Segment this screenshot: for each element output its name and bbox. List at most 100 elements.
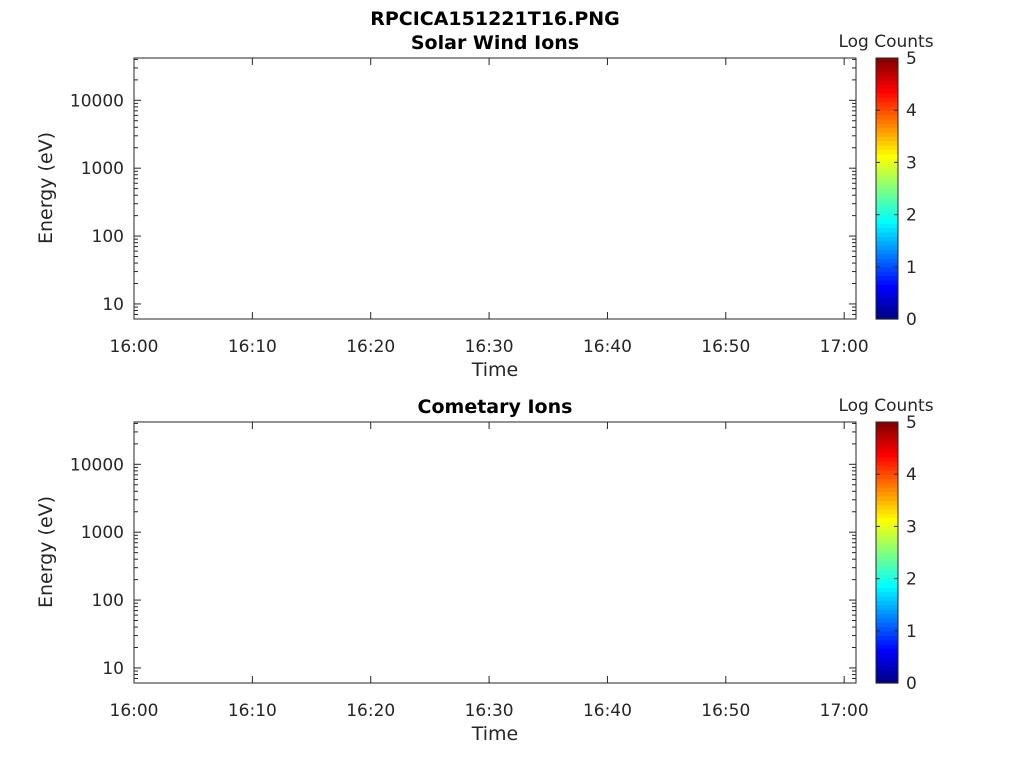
colorbar-swatch (876, 114, 898, 120)
colorbar-swatch (876, 609, 898, 614)
colorbar-swatch (876, 426, 898, 432)
colorbar-swatch (876, 227, 898, 233)
colorbar-swatch (876, 617, 898, 623)
colorbar-swatch (876, 218, 898, 224)
panel-title: Cometary Ions (418, 396, 573, 418)
colorbar-tick-label: 2 (906, 570, 917, 590)
x-tick-label: 16:10 (228, 701, 277, 721)
colorbar-swatch (876, 245, 898, 250)
colorbar-label: Log Counts (838, 396, 933, 416)
colorbar-swatch (876, 548, 898, 554)
colorbar-swatch (876, 443, 898, 449)
colorbar-swatch (876, 652, 898, 658)
colorbar-swatch (876, 158, 898, 163)
colorbar-swatch (876, 591, 898, 597)
colorbar-tick-label: 0 (906, 674, 917, 694)
colorbar-swatch (876, 482, 898, 488)
colorbar-swatch (876, 500, 898, 506)
colorbar-label: Log Counts (838, 32, 933, 52)
colorbar-swatch (876, 495, 898, 501)
colorbar-swatch (876, 626, 898, 632)
y-tick-label: 10000 (70, 91, 124, 111)
colorbar-swatch (876, 430, 898, 436)
colorbar-tick-label: 2 (906, 206, 917, 226)
colorbar-swatch (876, 661, 898, 667)
colorbar-tick-label: 3 (906, 517, 917, 537)
colorbar-tick-label: 1 (906, 622, 917, 642)
colorbar-swatch (876, 643, 898, 649)
y-axis: 10 100 1000 10000 (70, 58, 856, 320)
y-tick-label: 10 (102, 659, 124, 679)
colorbar-swatch (876, 574, 898, 580)
colorbar-swatch (876, 88, 898, 94)
colorbar-swatch (876, 435, 898, 440)
y-tick-label: 10 (102, 295, 124, 315)
colorbar-swatch (876, 75, 898, 81)
colorbar-swatch (876, 648, 898, 654)
colorbar-swatch (876, 439, 898, 445)
x-tick-label: 17:00 (820, 701, 869, 721)
y-axis-label: Energy (eV) (35, 496, 57, 608)
x-tick-label: 16:00 (110, 701, 159, 721)
colorbar-swatch (876, 292, 898, 298)
colorbar-swatch (876, 674, 898, 680)
x-tick-label: 16:20 (346, 337, 395, 357)
colorbar-swatch (876, 622, 898, 628)
colorbar: 0 1 2 3 4 5 (875, 413, 917, 694)
colorbar-swatch (876, 314, 898, 320)
x-tick-label: 16:10 (228, 337, 277, 357)
y-tick-label: 100 (92, 227, 124, 247)
colorbar-swatch (876, 210, 898, 216)
colorbar-swatch (876, 179, 898, 185)
colorbar-swatch (876, 123, 898, 129)
colorbar-swatch (876, 513, 898, 519)
colorbar-swatch (876, 79, 898, 85)
x-tick-label: 17:00 (820, 337, 869, 357)
colorbar-swatch (876, 249, 898, 255)
colorbar-swatch (876, 101, 898, 107)
colorbar-swatch (876, 535, 898, 541)
colorbar-swatch (876, 166, 898, 172)
colorbar-swatch (876, 678, 898, 684)
colorbar-swatch (876, 639, 898, 645)
colorbar-swatch (876, 192, 898, 198)
colorbar-swatch (876, 184, 898, 190)
colorbar-swatch (876, 522, 898, 527)
panel-title: Solar Wind Ions (411, 32, 579, 54)
colorbar-swatch (876, 539, 898, 545)
x-tick-label: 16:30 (465, 701, 514, 721)
colorbar-swatch (876, 656, 898, 662)
colorbar-swatch (876, 171, 898, 177)
y-tick-label: 1000 (81, 523, 124, 543)
colorbar-swatch (876, 145, 898, 150)
colorbar-swatch (876, 240, 898, 246)
colorbar-swatch (876, 509, 898, 514)
colorbar-swatch (876, 66, 898, 72)
colorbar-tick-label: 5 (906, 49, 917, 69)
colorbar-swatch (876, 556, 898, 562)
colorbar-swatch (876, 131, 898, 137)
colorbar-tick-label: 4 (906, 101, 917, 121)
colorbar-frame (875, 57, 899, 320)
x-tick-label: 16:40 (583, 337, 632, 357)
colorbar-swatch (876, 491, 898, 497)
colorbar-swatch (876, 305, 898, 311)
colorbar-swatch (876, 253, 898, 259)
x-axis: 16:00 16:10 16:20 16:30 16:40 16:50 17:00 (110, 422, 869, 721)
colorbar-swatch (876, 582, 898, 588)
colorbar-swatch (876, 284, 898, 290)
x-tick-label: 16:30 (465, 337, 514, 357)
colorbar-swatch (876, 136, 898, 142)
colorbar-swatch (876, 288, 898, 294)
x-tick-label: 16:50 (701, 337, 750, 357)
colorbar-swatch (876, 127, 898, 133)
x-tick-label: 16:40 (583, 701, 632, 721)
colorbar-swatch (876, 58, 898, 63)
colorbar-swatch (876, 569, 898, 575)
y-axis: 10 100 1000 10000 (70, 422, 856, 684)
colorbar-swatch (876, 262, 898, 268)
colorbar-swatch (876, 474, 898, 480)
